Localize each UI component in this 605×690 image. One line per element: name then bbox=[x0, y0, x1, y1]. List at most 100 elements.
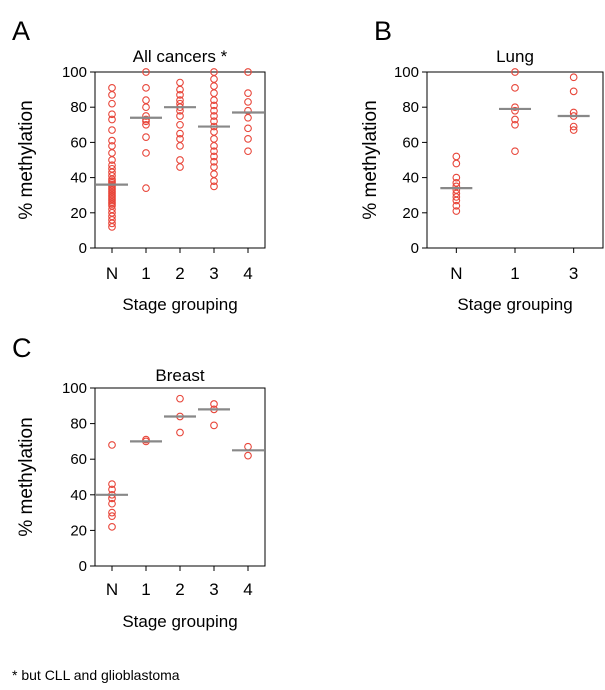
x-tick-label: 2 bbox=[175, 580, 184, 599]
y-tick-label: 20 bbox=[70, 522, 87, 539]
data-point bbox=[142, 96, 150, 105]
data-point bbox=[108, 99, 116, 108]
y-tick-label: 80 bbox=[402, 99, 419, 116]
x-tick-label: 2 bbox=[175, 264, 184, 283]
data-point bbox=[176, 129, 184, 138]
panel-a: A All cancers * 0 20 40 60 80 100 N 1 2 3 4 Stage gro… bbox=[12, 16, 266, 314]
x-axis-label: Stage grouping bbox=[122, 295, 237, 314]
panel-c: C Breast 0 20 40 60 80 100 N 1 2 3 4 Stage grouping % … bbox=[12, 333, 266, 631]
data-point bbox=[176, 85, 184, 94]
data-point bbox=[176, 394, 184, 403]
data-point bbox=[210, 112, 218, 120]
data-point bbox=[108, 441, 116, 449]
data-point bbox=[108, 508, 116, 517]
data-point bbox=[108, 485, 116, 494]
data-point bbox=[176, 156, 184, 164]
data-point bbox=[108, 219, 116, 228]
y-tick-label: 0 bbox=[79, 240, 87, 257]
data-point bbox=[244, 68, 252, 76]
x-tick-label: 3 bbox=[569, 264, 578, 283]
data-point bbox=[176, 91, 184, 99]
data-point bbox=[452, 173, 461, 182]
data-point bbox=[108, 512, 116, 521]
data-point bbox=[244, 98, 252, 106]
data-point bbox=[244, 89, 252, 97]
data-point bbox=[108, 156, 116, 164]
data-point bbox=[244, 451, 252, 460]
data-point bbox=[569, 87, 578, 96]
x-tick-label: 3 bbox=[209, 264, 218, 283]
x-tick-label: 3 bbox=[209, 580, 218, 599]
panel-title: Lung bbox=[496, 47, 534, 66]
x-axis-label: Stage grouping bbox=[122, 612, 237, 631]
data-point bbox=[452, 193, 461, 201]
data-point bbox=[210, 147, 218, 156]
y-tick-label: 60 bbox=[402, 134, 419, 151]
y-tick-label: 100 bbox=[62, 64, 87, 81]
plot-frame bbox=[94, 387, 266, 567]
data-point bbox=[108, 522, 116, 531]
data-point bbox=[452, 196, 461, 205]
data-point bbox=[210, 400, 218, 408]
data-point bbox=[176, 428, 184, 437]
data-point bbox=[569, 126, 578, 134]
data-point bbox=[511, 68, 519, 76]
data-point bbox=[210, 101, 218, 110]
data-point bbox=[511, 106, 519, 115]
y-tick-label: 40 bbox=[402, 170, 419, 187]
y-tick-label: 0 bbox=[411, 240, 419, 257]
data-point bbox=[142, 133, 150, 141]
data-point bbox=[210, 75, 218, 83]
data-point bbox=[142, 83, 150, 92]
data-point bbox=[108, 480, 116, 488]
data-point bbox=[210, 170, 218, 178]
data-point bbox=[108, 126, 116, 134]
panel-letter: C bbox=[12, 333, 32, 363]
x-tick-label: N bbox=[106, 264, 118, 283]
panel-title: All cancers * bbox=[133, 47, 228, 66]
data-point bbox=[511, 120, 519, 129]
data-point bbox=[511, 115, 519, 124]
x-tick-label: 4 bbox=[243, 580, 252, 599]
x-tick-label: 1 bbox=[510, 264, 519, 283]
y-tick-label: 40 bbox=[70, 487, 87, 504]
data-point bbox=[108, 83, 116, 92]
plot-frame bbox=[426, 71, 604, 249]
data-point bbox=[569, 122, 578, 131]
y-axis-label: % methylation bbox=[360, 100, 381, 219]
data-point bbox=[210, 152, 218, 161]
data-point bbox=[452, 152, 461, 161]
data-point bbox=[142, 103, 150, 112]
y-tick-label: 100 bbox=[394, 64, 419, 81]
data-point bbox=[176, 163, 184, 171]
data-point bbox=[452, 201, 461, 210]
data-point bbox=[108, 91, 116, 99]
data-point bbox=[210, 89, 218, 97]
data-point bbox=[511, 103, 519, 112]
x-tick-label: 1 bbox=[141, 580, 150, 599]
data-point bbox=[176, 78, 184, 87]
footnote: * but CLL and glioblastoma bbox=[12, 667, 180, 683]
data-point bbox=[108, 136, 116, 145]
panel-letter: A bbox=[12, 16, 30, 46]
y-tick-label: 40 bbox=[70, 170, 87, 187]
data-point bbox=[108, 149, 116, 157]
panel-letter: B bbox=[374, 16, 392, 46]
data-point bbox=[176, 120, 184, 129]
data-point bbox=[511, 147, 519, 156]
data-point bbox=[210, 157, 218, 166]
data-point bbox=[210, 106, 218, 115]
x-tick-label: 1 bbox=[141, 264, 150, 283]
data-point bbox=[244, 113, 252, 122]
data-point bbox=[244, 442, 252, 451]
data-point bbox=[210, 421, 218, 430]
y-tick-label: 60 bbox=[70, 134, 87, 151]
data-point bbox=[452, 159, 461, 168]
y-tick-label: 80 bbox=[70, 416, 87, 433]
data-point bbox=[108, 223, 116, 231]
y-tick-label: 100 bbox=[62, 380, 87, 397]
data-point bbox=[244, 147, 252, 156]
data-point bbox=[176, 142, 184, 150]
data-point bbox=[210, 142, 218, 150]
